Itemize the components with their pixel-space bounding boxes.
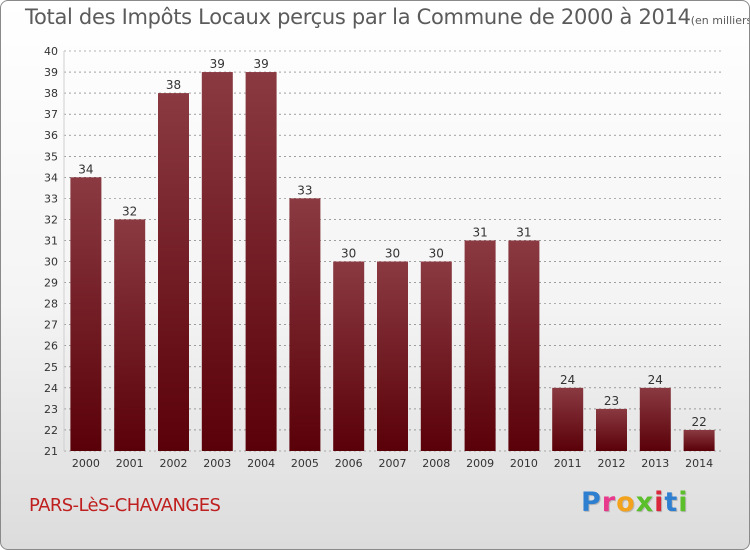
logo-letter: x <box>635 487 655 518</box>
data-label-2011: 24 <box>560 373 575 387</box>
logo-letter: o <box>616 487 636 518</box>
commune-name: PARS-LèS-CHAVANGES <box>29 495 221 516</box>
y-tick-label: 39 <box>44 66 58 79</box>
bar-2013 <box>639 387 671 451</box>
data-label-2010: 31 <box>516 225 531 239</box>
y-tick-label: 36 <box>44 129 58 142</box>
y-tick-label: 24 <box>44 382 58 395</box>
bar-2008 <box>420 261 452 451</box>
bar-2001 <box>114 219 146 451</box>
proxiti-logo: Proxiti <box>581 487 689 518</box>
chart-title-text: Total des Impôts Locaux perçus par la Co… <box>25 5 691 29</box>
data-label-2003: 39 <box>210 57 225 71</box>
x-tick-label: 2013 <box>641 457 669 470</box>
data-label-2004: 39 <box>253 57 268 71</box>
y-tick-label: 22 <box>44 424 58 437</box>
y-tick-label: 38 <box>44 87 58 100</box>
x-tick-label: 2007 <box>379 457 407 470</box>
data-label-2008: 30 <box>429 247 444 261</box>
bar-2009 <box>464 240 496 451</box>
y-tick-label: 37 <box>44 108 58 121</box>
data-label-2014: 22 <box>691 415 706 429</box>
data-label-2005: 33 <box>297 183 312 197</box>
y-tick-label: 23 <box>44 403 58 416</box>
bar-2003 <box>201 72 233 451</box>
y-tick-label: 31 <box>44 234 58 247</box>
bar-2010 <box>508 240 540 451</box>
x-tick-label: 2010 <box>510 457 538 470</box>
bar-2004 <box>245 72 277 451</box>
x-tick-label: 2000 <box>72 457 100 470</box>
bar-2014 <box>683 429 715 451</box>
y-tick-label: 30 <box>44 256 58 269</box>
bar-2007 <box>377 261 408 451</box>
x-tick-label: 2011 <box>554 457 582 470</box>
x-tick-label: 2014 <box>685 457 713 470</box>
x-axis-ticks: 2000 2001 2002 2003 2004 2005 2006 2007 2008 2009… <box>72 457 713 470</box>
y-tick-label: 26 <box>44 340 58 353</box>
data-label-2000: 34 <box>78 162 93 176</box>
y-tick-label: 33 <box>44 192 58 205</box>
x-tick-label: 2003 <box>203 457 231 470</box>
logo-letter: i <box>654 487 665 518</box>
y-tick-label: 29 <box>44 277 58 290</box>
chart-title: Total des Impôts Locaux perçus par la Co… <box>25 5 750 29</box>
bar-2005 <box>289 198 321 451</box>
bar-2000 <box>70 177 102 451</box>
x-tick-label: 2005 <box>291 457 319 470</box>
logo-letter: i <box>678 487 689 518</box>
bars <box>70 72 715 452</box>
data-labels: 34 32 38 39 39 33 30 30 30 31 31 24 23 24 22 <box>78 57 706 429</box>
data-label-2001: 32 <box>122 204 137 218</box>
bar-2002 <box>158 93 189 452</box>
x-tick-label: 2009 <box>466 457 494 470</box>
logo-letter: r <box>601 487 617 518</box>
data-label-2002: 38 <box>166 78 181 92</box>
x-tick-label: 2001 <box>116 457 144 470</box>
y-tick-label: 28 <box>44 298 58 311</box>
y-tick-label: 27 <box>44 319 58 332</box>
data-label-2007: 30 <box>385 247 400 261</box>
y-tick-label: 35 <box>44 150 58 163</box>
y-tick-label: 21 <box>44 445 58 458</box>
x-tick-label: 2008 <box>422 457 450 470</box>
logo-letter: t <box>664 487 679 518</box>
x-tick-label: 2002 <box>160 457 188 470</box>
logo-letter: P <box>581 487 602 518</box>
bar-2012 <box>596 408 627 451</box>
data-label-2013: 24 <box>648 373 663 387</box>
x-tick-label: 2006 <box>335 457 363 470</box>
y-tick-label: 34 <box>44 171 58 184</box>
data-label-2012: 23 <box>604 394 619 408</box>
x-tick-label: 2012 <box>598 457 626 470</box>
chart-unit: (en milliers d'€) <box>690 14 750 27</box>
x-tick-label: 2004 <box>247 457 275 470</box>
data-label-2009: 31 <box>472 225 487 239</box>
data-label-2006: 30 <box>341 247 356 261</box>
bar-2011 <box>552 387 584 451</box>
y-tick-label: 25 <box>44 361 58 374</box>
y-axis-ticks: 21 22 23 24 25 26 27 28 29 30 31 32 33 34 35 36 37 38 39 40 <box>44 45 58 458</box>
y-tick-label: 40 <box>44 45 58 58</box>
bar-2006 <box>333 261 365 451</box>
y-tick-label: 32 <box>44 213 58 226</box>
